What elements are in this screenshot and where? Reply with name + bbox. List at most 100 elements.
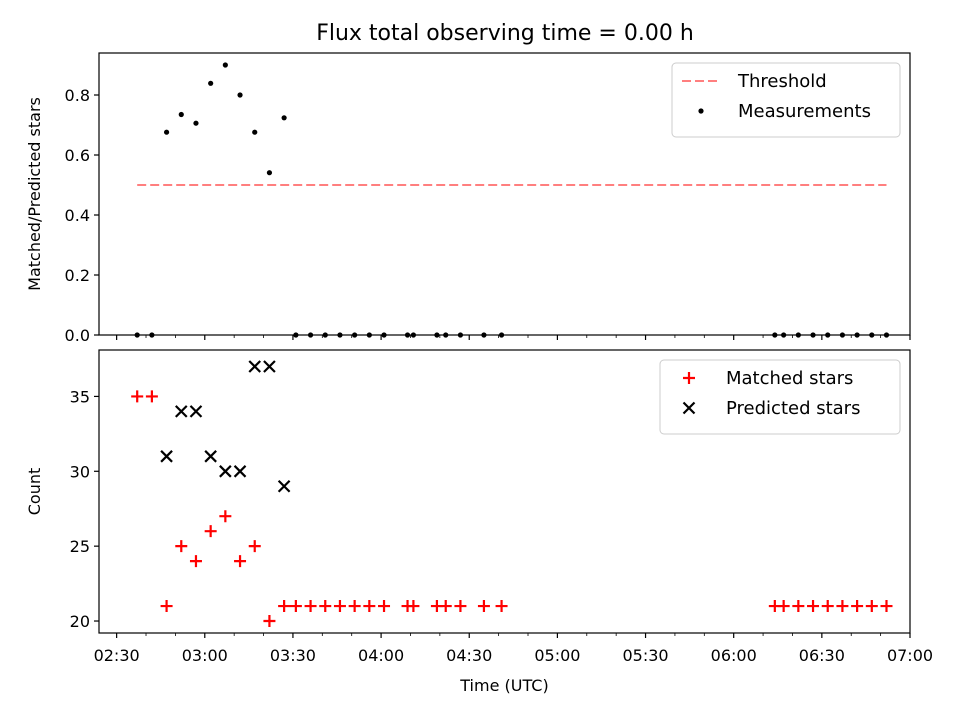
series-predicted-stars bbox=[160, 360, 291, 493]
data-point bbox=[204, 525, 217, 538]
data-point bbox=[792, 600, 805, 613]
data-point bbox=[883, 332, 890, 338]
data-point bbox=[839, 332, 846, 338]
data-point bbox=[454, 600, 467, 613]
data-point bbox=[189, 405, 203, 418]
data-point bbox=[131, 390, 144, 403]
data-point bbox=[880, 600, 893, 613]
x-axis-label: Time (UTC) bbox=[459, 676, 548, 695]
y-axis-label: Count bbox=[25, 468, 44, 516]
bottom-panel: 20 25 30 35 02:30 03:00 03:30 04:00 04:30 05:00 05… bbox=[25, 349, 933, 695]
series-measurements bbox=[134, 62, 890, 338]
data-point bbox=[219, 510, 232, 523]
x-tick-label: 03:30 bbox=[270, 646, 316, 665]
data-point bbox=[381, 332, 387, 338]
data-point bbox=[337, 332, 343, 338]
data-point bbox=[366, 332, 372, 338]
data-point bbox=[781, 332, 787, 338]
axes-frame bbox=[98, 349, 911, 634]
data-point bbox=[457, 332, 464, 338]
data-point bbox=[248, 540, 261, 553]
data-point bbox=[281, 115, 287, 121]
legend-label: Predicted stars bbox=[726, 398, 860, 419]
y-tick-label: 35 bbox=[70, 387, 90, 406]
y-tick-label: 0.4 bbox=[65, 206, 90, 225]
data-point bbox=[319, 600, 332, 613]
series-matched-stars bbox=[131, 390, 893, 628]
data-point bbox=[810, 332, 816, 338]
x-tick-label: 02:30 bbox=[94, 646, 140, 665]
data-point bbox=[263, 615, 276, 628]
data-point bbox=[348, 600, 361, 613]
y-tick-label: 20 bbox=[70, 612, 90, 631]
data-point bbox=[777, 600, 790, 613]
data-point bbox=[434, 332, 440, 338]
data-point bbox=[266, 170, 273, 176]
y-tick-label: 30 bbox=[70, 462, 90, 481]
data-point bbox=[498, 332, 505, 338]
data-point bbox=[293, 332, 299, 338]
data-point bbox=[495, 600, 508, 613]
data-point bbox=[204, 450, 217, 463]
data-point bbox=[821, 600, 834, 613]
data-point bbox=[407, 600, 420, 613]
y-tick-label: 0.6 bbox=[65, 146, 90, 165]
data-point bbox=[149, 332, 155, 338]
data-point bbox=[854, 332, 860, 338]
data-point bbox=[174, 405, 188, 418]
data-point bbox=[307, 332, 314, 338]
data-point bbox=[277, 479, 291, 493]
data-point bbox=[289, 600, 302, 613]
x-tick-label: 06:30 bbox=[799, 646, 845, 665]
data-point bbox=[252, 129, 258, 135]
data-point bbox=[234, 555, 247, 568]
data-point bbox=[189, 555, 202, 568]
data-point bbox=[851, 600, 864, 613]
data-point bbox=[278, 600, 291, 613]
data-point bbox=[237, 92, 243, 98]
data-point bbox=[439, 600, 452, 613]
data-point bbox=[410, 332, 417, 338]
legend-swatch bbox=[682, 401, 696, 415]
data-point bbox=[443, 332, 449, 338]
data-point bbox=[160, 600, 173, 613]
data-point bbox=[865, 600, 878, 613]
x-tick-label: 03:00 bbox=[182, 646, 228, 665]
y-tick-label: 0.2 bbox=[65, 266, 90, 285]
legend-swatch bbox=[683, 372, 695, 384]
x-tick-label: 06:00 bbox=[711, 646, 757, 665]
data-point bbox=[222, 62, 228, 68]
y-tick-label: 0.0 bbox=[65, 326, 90, 345]
legend: Threshold Measurements bbox=[671, 62, 901, 138]
data-point bbox=[378, 600, 391, 613]
data-point bbox=[836, 600, 849, 613]
legend-label: Measurements bbox=[738, 101, 871, 122]
data-point bbox=[352, 332, 358, 338]
chart-title: Flux total observing time = 0.00 h bbox=[316, 21, 694, 46]
data-point bbox=[193, 120, 199, 126]
x-tick-label: 04:30 bbox=[446, 646, 492, 665]
axes-frame bbox=[98, 52, 911, 336]
data-point bbox=[333, 600, 346, 613]
data-point bbox=[869, 332, 875, 338]
y-axis-label: Matched/Predicted stars bbox=[25, 97, 44, 291]
data-point bbox=[477, 600, 490, 613]
data-point bbox=[304, 600, 317, 613]
data-point bbox=[134, 332, 140, 338]
data-point bbox=[263, 360, 276, 373]
data-point bbox=[163, 129, 170, 135]
y-tick-label: 0.8 bbox=[65, 86, 90, 105]
data-point bbox=[807, 600, 820, 613]
data-point bbox=[248, 360, 262, 373]
data-point bbox=[363, 600, 376, 613]
data-point bbox=[322, 332, 328, 338]
data-point bbox=[233, 465, 247, 478]
x-tick-label: 05:00 bbox=[534, 646, 580, 665]
top-panel: 0.0 0.2 0.4 0.6 0.8 Matched/Predicted stars Th… bbox=[25, 52, 911, 345]
data-point bbox=[481, 332, 487, 338]
y-tick-label: 25 bbox=[70, 537, 90, 556]
legend: Matched stars Predicted stars bbox=[659, 359, 901, 435]
legend-label: Matched stars bbox=[726, 368, 853, 389]
x-tick-label: 05:30 bbox=[622, 646, 668, 665]
x-tick-label: 07:00 bbox=[887, 646, 933, 665]
